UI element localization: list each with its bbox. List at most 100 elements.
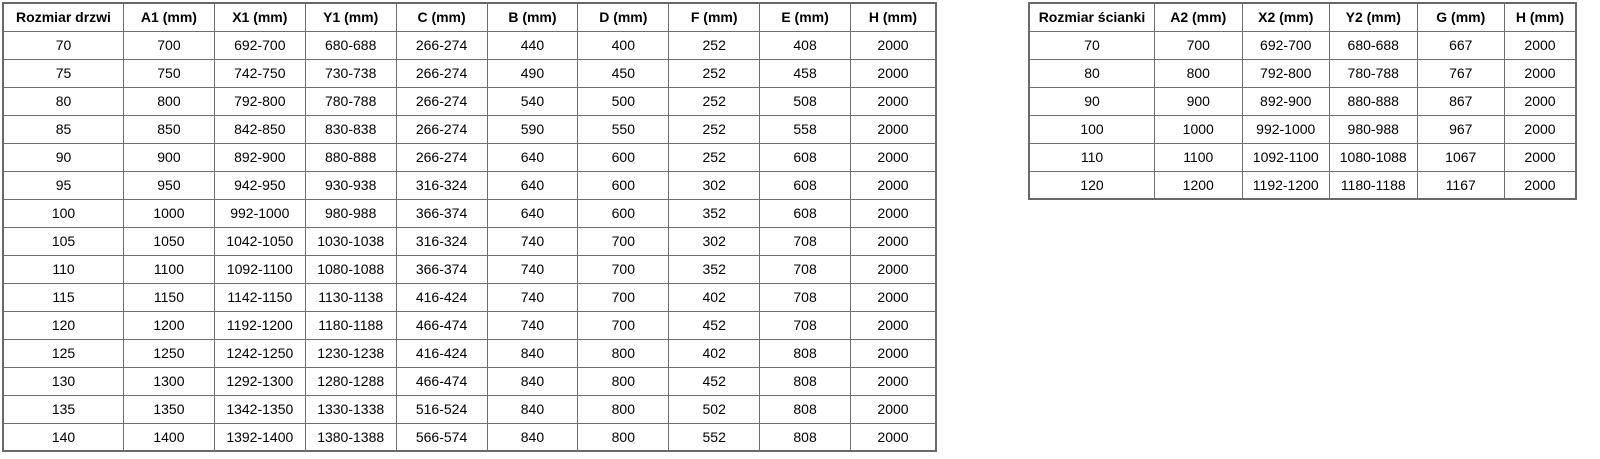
- table-cell: 608: [759, 170, 851, 200]
- table-row: 100 1000 992-1000 980-988 967 2000: [1028, 114, 1577, 144]
- table-cell: 808: [759, 366, 851, 396]
- table-cell: 550: [577, 114, 670, 144]
- table-cell: 900: [1154, 86, 1243, 116]
- table-cell: 558: [759, 114, 851, 144]
- table-cell: 1250: [123, 338, 215, 368]
- table-cell: 640: [486, 170, 579, 200]
- table-cell: 1192-1200: [1241, 170, 1330, 200]
- table-cell: 252: [668, 30, 761, 60]
- table-cell: 2000: [850, 310, 937, 340]
- table-cell: 352: [668, 198, 761, 228]
- table-cell: 767: [1416, 58, 1505, 88]
- table-cell: 800: [577, 394, 670, 424]
- table-cell: 490: [486, 58, 579, 88]
- column-header: G (mm): [1416, 2, 1505, 32]
- table-cell: 1142-1150: [213, 282, 306, 312]
- table-cell: 252: [668, 142, 761, 172]
- table-cell: 302: [668, 170, 761, 200]
- table-cell: 402: [668, 282, 761, 312]
- column-header: Y1 (mm): [304, 2, 397, 32]
- table-row: 70 700 692-700 680-688 667 2000: [1028, 30, 1577, 60]
- table-cell: 740: [486, 254, 579, 284]
- table-cell: 100: [1028, 114, 1155, 144]
- column-header: A1 (mm): [123, 2, 215, 32]
- table-cell: 416-424: [395, 282, 488, 312]
- table-cell: 2000: [850, 282, 937, 312]
- table-cell: 680-688: [304, 30, 397, 60]
- table-cell: 1150: [123, 282, 215, 312]
- table-cell: 967: [1416, 114, 1505, 144]
- table-cell: 792-800: [1241, 58, 1330, 88]
- table-cell: 552: [668, 422, 761, 452]
- table-cell: 2000: [850, 254, 937, 284]
- table-cell: 135: [2, 394, 124, 424]
- table-row: 120 1200 1192-1200 1180-1188 1167 2000: [1028, 170, 1577, 200]
- table-cell: 85: [2, 114, 124, 144]
- table-cell: 266-274: [395, 86, 488, 116]
- column-header: Rozmiar drzwi: [2, 2, 124, 32]
- table-cell: 700: [577, 254, 670, 284]
- table-cell: 80: [2, 86, 124, 116]
- table-cell: 740: [486, 282, 579, 312]
- column-header: X1 (mm): [213, 2, 306, 32]
- table-cell: 540: [486, 86, 579, 116]
- table-cell: 408: [759, 30, 851, 60]
- table-cell: 452: [668, 310, 761, 340]
- column-header: X2 (mm): [1241, 2, 1330, 32]
- table-cell: 1350: [123, 394, 215, 424]
- table-cell: 1230-1238: [304, 338, 397, 368]
- table-cell: 500: [577, 86, 670, 116]
- table-cell: 2000: [1504, 142, 1577, 172]
- header-row: Rozmiar ścianki A2 (mm) X2 (mm) Y2 (mm) G (m…: [1028, 2, 1577, 32]
- table-cell: 125: [2, 338, 124, 368]
- table-cell: 808: [759, 338, 851, 368]
- table-cell: 366-374: [395, 198, 488, 228]
- table-row: 110 1100 1092-1100 1080-1088 1067 2000: [1028, 142, 1577, 172]
- table-cell: 400: [577, 30, 670, 60]
- table-cell: 880-888: [1329, 86, 1418, 116]
- table-cell: 667: [1416, 30, 1505, 60]
- table-cell: 842-850: [213, 114, 306, 144]
- table-cell: 1100: [123, 254, 215, 284]
- table-cell: 1200: [123, 310, 215, 340]
- table-cell: 708: [759, 310, 851, 340]
- table-cell: 700: [123, 30, 215, 60]
- header-row: Rozmiar drzwi A1 (mm) X1 (mm) Y1 (mm) C (mm)…: [2, 2, 937, 32]
- table-cell: 2000: [850, 170, 937, 200]
- table-cell: 95: [2, 170, 124, 200]
- table-row: 120 1200 1192-1200 1180-1188 466-474 740 700 45…: [2, 310, 937, 340]
- table-cell: 900: [123, 142, 215, 172]
- table-cell: 140: [2, 422, 124, 452]
- table-cell: 830-838: [304, 114, 397, 144]
- table-cell: 70: [2, 30, 124, 60]
- table-row: 95 950 942-950 930-938 316-324 640 600 302 608 20…: [2, 170, 937, 200]
- table-cell: 840: [486, 422, 579, 452]
- table-cell: 840: [486, 366, 579, 396]
- table-cell: 930-938: [304, 170, 397, 200]
- table-row: 115 1150 1142-1150 1130-1138 416-424 740 700 40…: [2, 282, 937, 312]
- table-cell: 700: [577, 226, 670, 256]
- table-cell: 792-800: [213, 86, 306, 116]
- table-cell: 115: [2, 282, 124, 312]
- table-cell: 608: [759, 142, 851, 172]
- table-cell: 1330-1338: [304, 394, 397, 424]
- table-cell: 950: [123, 170, 215, 200]
- table-cell: 100: [2, 198, 124, 228]
- table-cell: 302: [668, 226, 761, 256]
- table-cell: 1292-1300: [213, 366, 306, 396]
- table-row: 75 750 742-750 730-738 266-274 490 450 252 458 20…: [2, 58, 937, 88]
- table-cell: 120: [2, 310, 124, 340]
- table-cell: 742-750: [213, 58, 306, 88]
- table-cell: 1392-1400: [213, 422, 306, 452]
- table-row: 140 1400 1392-1400 1380-1388 566-574 840 800 55…: [2, 422, 937, 452]
- table-cell: 2000: [850, 394, 937, 424]
- table-cell: 110: [2, 254, 124, 284]
- table-cell: 266-274: [395, 114, 488, 144]
- table-cell: 740: [486, 310, 579, 340]
- table-cell: 90: [2, 142, 124, 172]
- table-cell: 1080-1088: [1329, 142, 1418, 172]
- table-cell: 1242-1250: [213, 338, 306, 368]
- table-cell: 1100: [1154, 142, 1243, 172]
- table-cell: 366-374: [395, 254, 488, 284]
- table-cell: 1092-1100: [1241, 142, 1330, 172]
